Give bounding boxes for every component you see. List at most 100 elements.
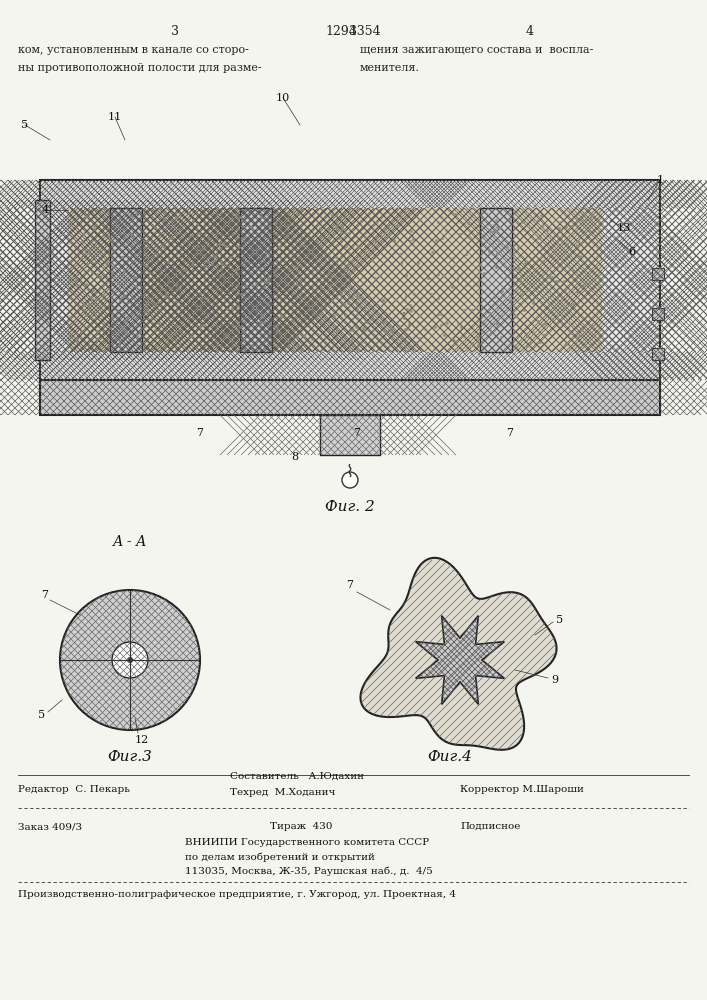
Text: 10: 10 xyxy=(276,93,290,103)
Point xyxy=(559,273,570,289)
Point xyxy=(291,329,303,345)
Text: Фиг.4: Фиг.4 xyxy=(428,750,472,764)
Point xyxy=(560,282,571,298)
Point xyxy=(116,320,127,336)
Point xyxy=(324,264,335,280)
Point xyxy=(491,223,502,239)
Point xyxy=(464,230,476,246)
Text: 7: 7 xyxy=(354,428,361,438)
Point xyxy=(106,265,117,281)
Point xyxy=(158,212,170,228)
Point xyxy=(451,271,462,287)
Point xyxy=(543,269,554,285)
Point xyxy=(436,306,447,322)
Point xyxy=(402,301,413,317)
Point xyxy=(351,289,363,305)
Point xyxy=(225,249,236,265)
Point xyxy=(554,220,565,236)
Point xyxy=(192,216,203,232)
Point xyxy=(535,207,547,223)
Point xyxy=(219,257,230,273)
Point xyxy=(492,219,503,235)
Point xyxy=(209,252,221,268)
Point xyxy=(88,221,100,237)
Bar xyxy=(40,380,660,415)
Point xyxy=(274,239,285,255)
Text: А - А: А - А xyxy=(112,535,147,549)
Point xyxy=(455,319,467,335)
Point xyxy=(433,266,444,282)
Point xyxy=(517,214,528,230)
Point xyxy=(496,329,507,345)
Point xyxy=(358,322,370,338)
Point xyxy=(286,230,298,246)
Point xyxy=(264,325,275,341)
Point xyxy=(440,222,452,238)
Point xyxy=(295,272,306,288)
Point xyxy=(165,280,176,296)
Point xyxy=(398,305,409,321)
Point xyxy=(501,239,513,255)
Text: 3: 3 xyxy=(171,25,179,38)
Point xyxy=(355,213,366,229)
Point xyxy=(156,281,168,297)
Point xyxy=(259,273,271,289)
Point xyxy=(513,239,524,255)
Point xyxy=(255,261,266,277)
Point xyxy=(237,230,248,246)
Point xyxy=(170,276,182,292)
Point xyxy=(432,290,443,306)
Point xyxy=(292,263,303,279)
Point xyxy=(100,255,112,271)
Point xyxy=(571,237,583,253)
Point xyxy=(573,328,585,344)
Point xyxy=(342,295,354,311)
Point xyxy=(558,301,569,317)
Bar xyxy=(68,208,602,352)
Polygon shape xyxy=(416,616,504,704)
Point xyxy=(370,270,381,286)
Point xyxy=(436,317,447,333)
Point xyxy=(341,261,353,277)
Point xyxy=(432,214,443,230)
Text: ком, установленным в канале со сторо-: ком, установленным в канале со сторо- xyxy=(18,45,249,55)
Point xyxy=(215,261,226,277)
Point xyxy=(505,260,516,276)
Point xyxy=(579,206,590,222)
Point xyxy=(221,327,232,343)
Point xyxy=(547,311,558,327)
Point xyxy=(426,244,437,260)
Point xyxy=(415,290,426,306)
Point xyxy=(234,209,245,225)
Point xyxy=(433,306,444,322)
Text: 1294354: 1294354 xyxy=(325,25,381,38)
Point xyxy=(276,308,288,324)
Point xyxy=(337,220,348,236)
Point xyxy=(394,318,405,334)
Point xyxy=(490,212,501,228)
Point xyxy=(390,218,402,234)
Point xyxy=(534,334,546,350)
Point xyxy=(255,209,267,225)
Point xyxy=(484,223,496,239)
Point xyxy=(141,258,152,274)
Point xyxy=(404,316,415,332)
Point xyxy=(476,334,487,350)
Point xyxy=(271,319,282,335)
Point xyxy=(488,223,499,239)
Point xyxy=(378,292,389,308)
Point xyxy=(572,211,583,227)
Point xyxy=(513,260,525,276)
Point xyxy=(331,249,342,265)
Point xyxy=(214,240,226,256)
Point xyxy=(112,275,124,291)
Point xyxy=(118,263,129,279)
Point xyxy=(422,270,433,286)
Point xyxy=(130,278,141,294)
Point xyxy=(527,325,539,341)
Point xyxy=(241,278,252,294)
Point xyxy=(170,293,181,309)
Point xyxy=(81,276,92,292)
Text: 113035, Москва, Ж-35, Раушская наб., д.  4/5: 113035, Москва, Ж-35, Раушская наб., д. … xyxy=(185,866,433,876)
Point xyxy=(561,236,573,252)
